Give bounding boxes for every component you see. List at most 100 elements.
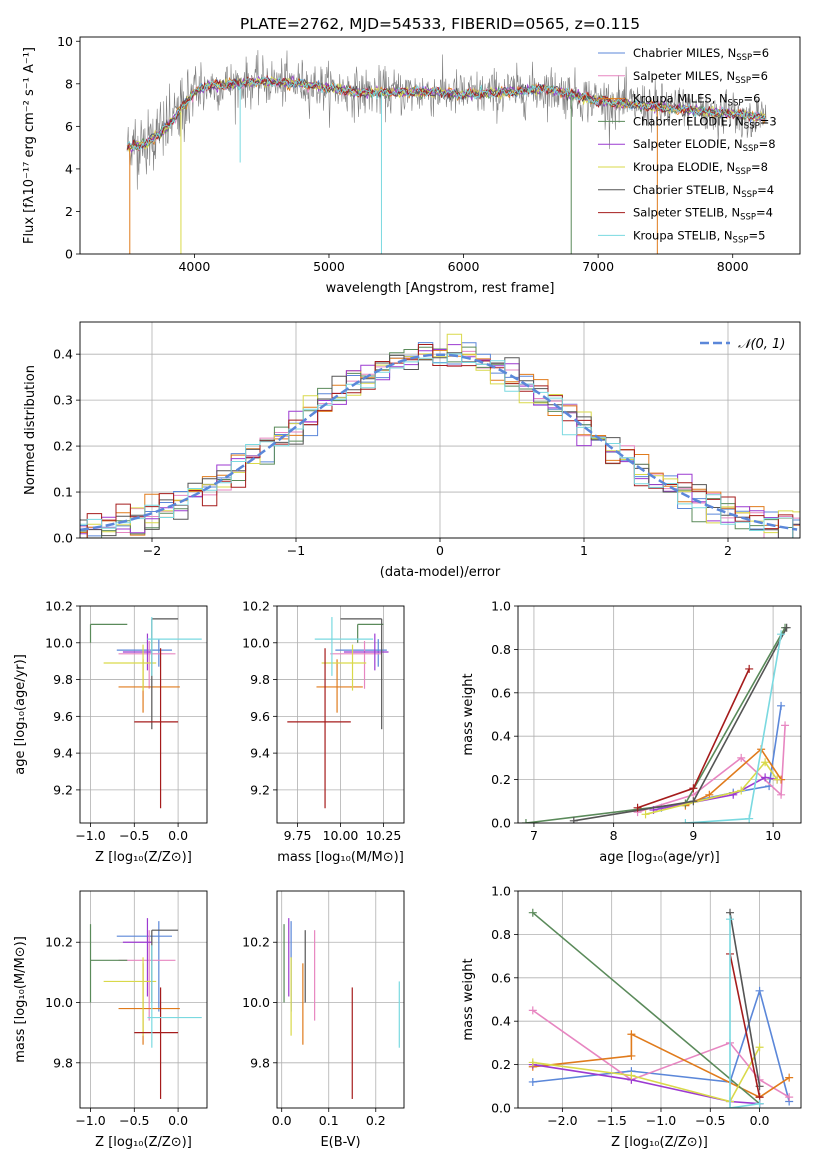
series-marker <box>528 1058 537 1067</box>
residuals-frame <box>79 321 801 539</box>
series-marker <box>777 630 786 639</box>
x-tick-label: 0.0 <box>168 1113 188 1128</box>
age_vs_Z-errorbars <box>89 617 202 809</box>
series-marker <box>627 1071 636 1080</box>
y-tick-label: 10.0 <box>45 995 73 1010</box>
y-tick-label: 0.6 <box>491 970 511 985</box>
y-axis-label: Flux [fλ10⁻¹⁷ erg cm⁻² s⁻¹ A⁻¹] <box>22 47 37 244</box>
legend-label-base: Chabrier STELIB, N <box>633 183 741 197</box>
series-marker <box>781 721 790 730</box>
y-tick-label: 10.2 <box>242 935 270 950</box>
series-marker <box>777 701 786 710</box>
y-axis-label: Normed distribution <box>23 365 38 495</box>
y-tick-label: 9.6 <box>250 709 270 724</box>
series-marker <box>521 819 530 823</box>
series-marker <box>777 790 786 799</box>
y-tick-label: 9.8 <box>53 672 73 687</box>
mass_vs_EBV-frame <box>276 890 405 1109</box>
panel-mass_weight_vs_Z: −2.0 −1.5 −1.0 −0.5 0.0 0.0 0.2 0.4 0.6 0.8 1.0 Z [… <box>461 884 802 1150</box>
series-line <box>685 747 782 807</box>
y-tick-label: 0.8 <box>491 642 511 657</box>
y-tick-label: 9.2 <box>53 782 73 797</box>
x-tick-label: 10.25 <box>366 828 402 843</box>
legend-label-tail: =6 <box>751 69 768 83</box>
x-tick-label: 10 <box>765 828 781 843</box>
legend-label-sub: SSP <box>735 167 751 177</box>
y-tick-label: 9.8 <box>250 1055 270 1070</box>
residual-histogram <box>80 349 800 536</box>
mass_vs_Z-frame <box>79 890 208 1109</box>
x-tick-label: −2.0 <box>547 1113 577 1128</box>
mass_weight_vs_Z-series <box>528 908 794 1108</box>
x-tick-label: −0.5 <box>695 1113 725 1128</box>
legend-label-sub: SSP <box>744 121 760 131</box>
x-tick-label: 4000 <box>178 259 210 274</box>
series-marker <box>745 664 754 673</box>
legend-label-tail: =6 <box>743 92 760 106</box>
x-tick-label: 9 <box>689 828 697 843</box>
y-tick-label: 0 <box>65 247 73 262</box>
y-axis-label: mass weight <box>461 958 476 1040</box>
x-tick-label: 0.0 <box>168 828 188 843</box>
legend-label: Salpeter ELODIE, NSSP=8 <box>633 137 776 154</box>
legend-label: Kroupa MILES, NSSP=6 <box>633 92 760 109</box>
series-marker <box>528 1077 537 1086</box>
x-axis-label: Z [log₁₀(Z/Z⊙)] <box>611 1135 708 1150</box>
series-line <box>532 912 761 1105</box>
series-line <box>729 912 761 1087</box>
panel-mass_weight_vs_age: 7 8 9 10 0.0 0.2 0.4 0.6 0.8 1.0 age [log₁₀(age/yr… <box>461 599 802 865</box>
panel-residuals: −2 −1 0 1 2 0.0 0.1 0.2 0.3 0.4 (data-model)/error… <box>23 321 801 580</box>
residual-legend: 𝒩(0, 1) <box>700 337 785 352</box>
legend-label: Kroupa STELIB, NSSP=5 <box>633 228 765 245</box>
x-tick-label: −1.0 <box>646 1113 676 1128</box>
x-tick-label: 8 <box>610 828 618 843</box>
panel-age_vs_Z: −1.0 −0.5 0.0 9.2 9.4 9.6 9.8 10.0 10.2 Z [log₁₀(… <box>13 599 208 865</box>
spectrum-lines <box>126 50 767 254</box>
series-marker <box>528 1006 537 1015</box>
x-tick-label: 0.2 <box>366 1113 386 1128</box>
series-marker <box>737 753 746 762</box>
legend-label: Chabrier MILES, NSSP=6 <box>633 46 769 63</box>
series-marker <box>627 1030 636 1039</box>
x-tick-label: 9.75 <box>284 828 312 843</box>
x-tick-label: 7000 <box>582 259 614 274</box>
series-marker <box>737 786 746 795</box>
legend-label-tail: =3 <box>760 114 777 128</box>
mass_vs_Z-errorbars <box>89 918 202 1099</box>
mass_weight_vs_age-frame <box>517 605 802 824</box>
x-tick-label: 0.1 <box>319 1113 339 1128</box>
x-tick-label: 0.0 <box>750 1113 770 1128</box>
y-tick-label: 0.4 <box>53 347 73 362</box>
figure-title: PLATE=2762, MJD=54533, FIBERID=0565, z=0… <box>240 15 640 33</box>
y-tick-label: 8 <box>65 76 73 91</box>
y-tick-label: 10.2 <box>45 599 73 614</box>
mass_weight_vs_age-plot-area <box>518 605 801 824</box>
x-tick-label: 10.00 <box>323 828 359 843</box>
spectrum-frame <box>79 36 801 255</box>
y-tick-label: 9.2 <box>250 782 270 797</box>
x-tick-label: 7 <box>530 828 538 843</box>
legend-label-base: Salpeter MILES, N <box>633 69 735 83</box>
legend-label-sub: SSP <box>735 76 751 86</box>
series-marker <box>641 810 650 819</box>
y-tick-label: 0.4 <box>491 1014 511 1029</box>
age_vs_mass-errorbars <box>287 617 389 809</box>
gaussian-curve <box>80 353 798 532</box>
mass_vs_EBV-plot-area <box>277 891 404 1108</box>
legend-label-tail: =6 <box>752 46 769 60</box>
series-marker <box>755 1099 764 1108</box>
legend-label-tail: =4 <box>757 183 774 197</box>
x-tick-label: −1 <box>287 543 305 558</box>
series-line <box>573 627 788 822</box>
y-tick-label: 0.1 <box>53 485 73 500</box>
x-tick-label: 1 <box>580 543 588 558</box>
series-marker <box>726 1104 735 1108</box>
y-tick-label: 9.8 <box>53 1055 73 1070</box>
x-tick-label: 8000 <box>717 259 749 274</box>
y-axis-label: mass [log₁₀(M/M⊙)] <box>13 936 28 1063</box>
x-axis-label: wavelength [Angstrom, rest frame] <box>326 281 555 296</box>
age_vs_Z-frame <box>79 605 208 824</box>
panel-spectrum: 4000 5000 6000 7000 8000 0 2 4 6 8 10 wavelength [A… <box>22 34 801 296</box>
y-tick-label: 9.6 <box>53 709 73 724</box>
